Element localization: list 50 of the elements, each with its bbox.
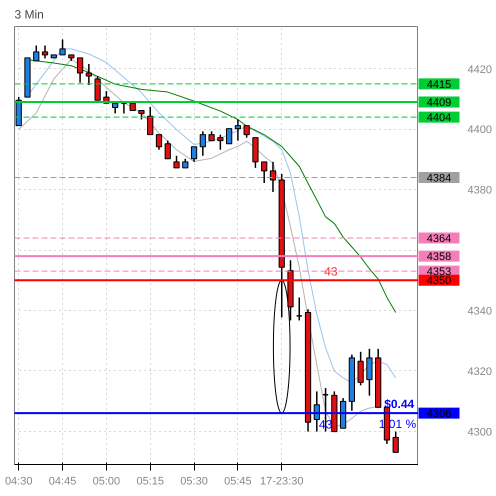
candlestick <box>261 161 268 184</box>
candlestick <box>42 44 48 60</box>
x-tick-label: 17-23:30 <box>260 476 304 488</box>
x-tick-label: 05:45 <box>224 476 252 488</box>
candlestick <box>270 161 276 193</box>
candlestick <box>366 348 373 396</box>
ref-line-label: 4409 <box>426 97 452 110</box>
candlestick <box>217 134 224 150</box>
candlestick <box>226 128 232 144</box>
candlestick <box>76 57 84 84</box>
candlestick <box>94 75 101 101</box>
y-tick-label: 4340 <box>468 305 492 318</box>
candlestick <box>190 146 198 163</box>
ref-line-label: 4415 <box>426 78 452 91</box>
y-tick-label: 4320 <box>468 366 492 378</box>
candlestick <box>234 118 242 142</box>
x-tick-label: 04:30 <box>4 476 32 488</box>
x-tick-label: 05:00 <box>92 476 120 488</box>
ref-line-label: 4358 <box>426 251 452 264</box>
chart-title: 3 Min <box>14 8 44 22</box>
ref-line-label: 4384 <box>426 172 452 185</box>
candlestick <box>358 351 364 386</box>
ref-line-label: 4306 <box>426 408 452 420</box>
x-tick-label: 05:15 <box>136 476 164 488</box>
candlestick <box>164 140 171 160</box>
candlestick <box>200 130 206 157</box>
candlestick <box>112 102 118 114</box>
x-tick-label: 05:30 <box>180 476 208 488</box>
candlestick <box>138 110 145 120</box>
candlestick <box>208 130 215 142</box>
x-tick-label: 04:45 <box>48 476 76 488</box>
candlestick <box>182 158 188 169</box>
candlestick <box>59 38 66 56</box>
y-tick-label: 4380 <box>468 184 492 197</box>
ref-line-label: 4350 <box>426 275 452 288</box>
candlestick <box>244 124 250 138</box>
candlestick <box>156 134 162 150</box>
ref-line-label: 4404 <box>426 112 452 124</box>
candlestick <box>173 155 180 169</box>
y-tick-label: 4300 <box>468 426 492 438</box>
candlestick <box>147 106 154 136</box>
annotation: $0.44 <box>384 397 415 412</box>
candlestick <box>314 390 320 432</box>
y-tick-label: 4420 <box>468 64 492 76</box>
candlestick <box>33 44 40 62</box>
candlestick <box>392 430 399 454</box>
y-tick-label: 4400 <box>468 124 492 136</box>
ref-line-label: 4364 <box>426 232 452 245</box>
candlestick <box>86 63 92 86</box>
candlestick <box>296 296 303 322</box>
